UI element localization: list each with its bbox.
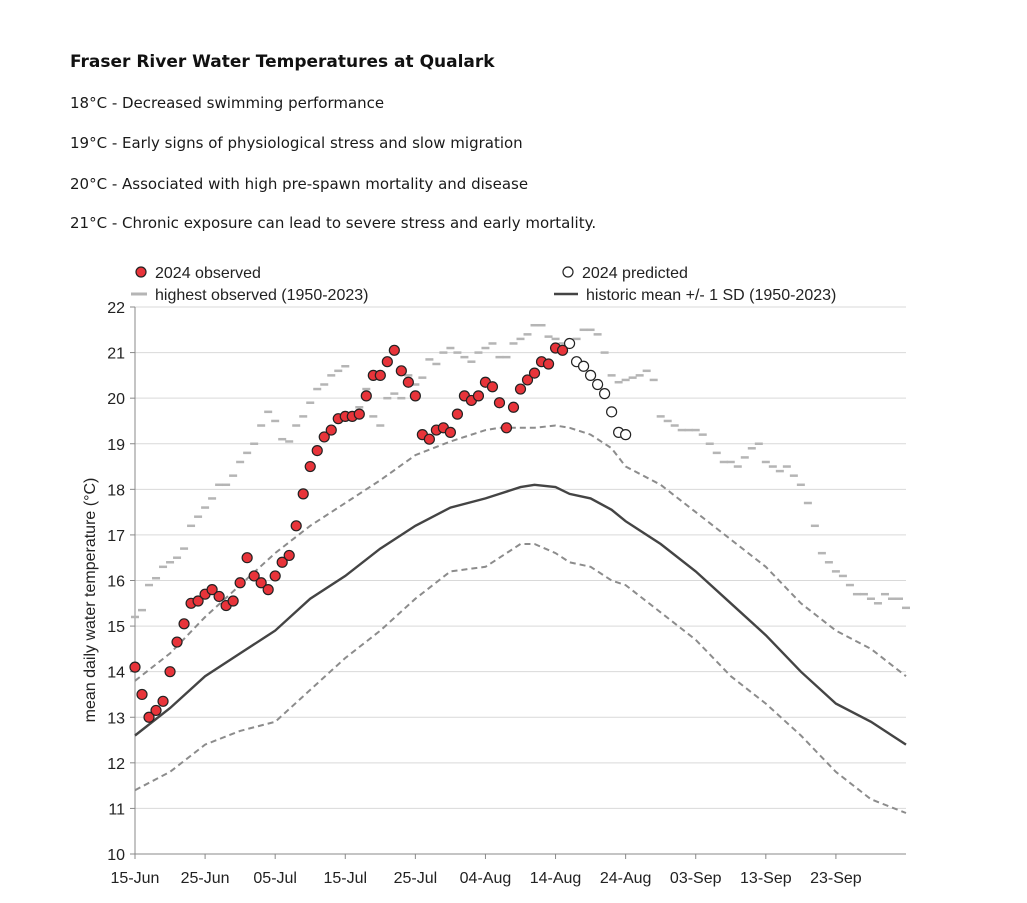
x-tick-label: 03-Sep	[670, 870, 722, 887]
x-tick-label: 23-Sep	[810, 870, 862, 887]
observed-point	[276, 556, 288, 568]
predicted-point	[591, 378, 604, 391]
y-tick-label: 17	[107, 528, 125, 545]
legend-historic-label: historic mean +/- 1 SD (1950-2023)	[586, 287, 836, 304]
observed-point	[297, 488, 309, 500]
observed-point	[542, 358, 555, 370]
observed-point	[234, 577, 246, 589]
observed-point	[374, 369, 386, 381]
legend-observed-marker	[135, 266, 147, 278]
legend-predicted-label: 2024 predicted	[582, 265, 688, 282]
observed-point	[143, 711, 155, 723]
predicted-point	[606, 406, 618, 418]
observed-point	[318, 431, 330, 443]
observed-point	[171, 636, 183, 648]
observed-point	[493, 397, 506, 409]
observed-point	[255, 577, 267, 589]
observed-point	[381, 356, 393, 368]
historic-mean-line	[134, 483, 907, 746]
x-tick-label: 24-Aug	[600, 870, 652, 887]
observed-point	[395, 365, 407, 377]
series-layer	[129, 323, 910, 814]
observed-point	[150, 704, 162, 717]
observed-point	[206, 584, 218, 596]
y-axis-label: mean daily water temperature (°C)	[82, 478, 99, 723]
y-tick-label: 10	[107, 847, 125, 864]
predicted-point	[584, 369, 597, 381]
observed-point	[472, 390, 485, 402]
predicted-point	[599, 388, 611, 400]
observed-point	[486, 381, 499, 393]
observed-point	[192, 595, 204, 607]
y-tick-label: 16	[107, 574, 125, 591]
x-tick-label: 14-Aug	[530, 870, 582, 887]
observed-point	[353, 408, 365, 420]
x-tick-label: 13-Sep	[740, 870, 792, 887]
observed-point	[500, 422, 513, 434]
predicted-point	[620, 429, 632, 441]
observed-point	[388, 344, 400, 356]
observed-point	[409, 390, 421, 402]
y-tick-label: 19	[107, 437, 125, 454]
historic-lower-sd-line	[134, 543, 907, 814]
observed-point	[283, 549, 295, 562]
observed-point	[507, 401, 520, 413]
threshold-note-19: 19°C - Early signs of physiological stre…	[70, 134, 523, 152]
observed-point	[227, 595, 239, 607]
observed-point	[556, 344, 569, 356]
observed-point	[304, 460, 316, 473]
observed-point	[157, 695, 169, 707]
observed-point	[311, 444, 323, 457]
predicted-point	[563, 337, 576, 350]
y-tick-label: 22	[107, 300, 125, 317]
observed-point	[514, 383, 527, 395]
observed-point	[213, 590, 225, 603]
page-title: Fraser River Water Temperatures at Quala…	[70, 52, 495, 72]
y-tick-label: 11	[108, 801, 125, 818]
y-tick-label: 20	[107, 391, 125, 408]
legend-highest-label: highest observed (1950-2023)	[155, 287, 368, 304]
observed-point	[241, 552, 253, 564]
y-tick-label: 21	[107, 346, 125, 363]
y-tick-label: 15	[107, 619, 125, 636]
threshold-note-21: 21°C - Chronic exposure can lead to seve…	[70, 214, 597, 232]
observed-point	[528, 367, 541, 379]
threshold-note-18: 18°C - Decreased swimming performance	[70, 94, 385, 112]
y-tick-label: 18	[107, 482, 125, 499]
predicted-point	[577, 360, 590, 372]
observed-point	[402, 376, 414, 388]
threshold-note-20: 20°C - Associated with high pre-spawn mo…	[70, 175, 529, 193]
observed-point	[136, 688, 148, 701]
observed-point	[423, 433, 435, 445]
observed-point	[262, 584, 274, 596]
observed-point	[290, 520, 302, 532]
observed-point	[360, 390, 372, 402]
observed-point	[129, 661, 141, 673]
x-tick-label: 04-Aug	[460, 870, 512, 887]
observed-point	[248, 570, 260, 582]
x-tick-label: 05-Jul	[253, 870, 297, 887]
observed-point	[444, 426, 457, 438]
y-tick-label: 14	[107, 665, 125, 682]
observed-point	[178, 618, 190, 630]
x-tick-label: 25-Jun	[181, 870, 230, 887]
y-tick-label: 13	[107, 710, 125, 727]
x-tick-label: 25-Jul	[394, 870, 438, 887]
x-tick-label: 15-Jun	[111, 870, 160, 887]
legend: 2024 observed highest observed (1950-202…	[131, 265, 836, 304]
x-tick-label: 15-Jul	[323, 870, 367, 887]
y-tick-label: 12	[107, 756, 125, 773]
observed-point	[521, 374, 534, 386]
historic-upper-sd-line	[134, 424, 907, 682]
observed-point	[269, 570, 281, 582]
observed-point	[451, 408, 464, 420]
axis-layer: 10 11 12 13 14 15 16 17 18 19 20 21 22 15-Jun 25-Jun 05…	[107, 300, 906, 887]
legend-observed-label: 2024 observed	[155, 265, 261, 282]
legend-predicted-marker	[562, 266, 574, 278]
observed-point	[164, 666, 176, 678]
observed-point	[325, 424, 337, 436]
